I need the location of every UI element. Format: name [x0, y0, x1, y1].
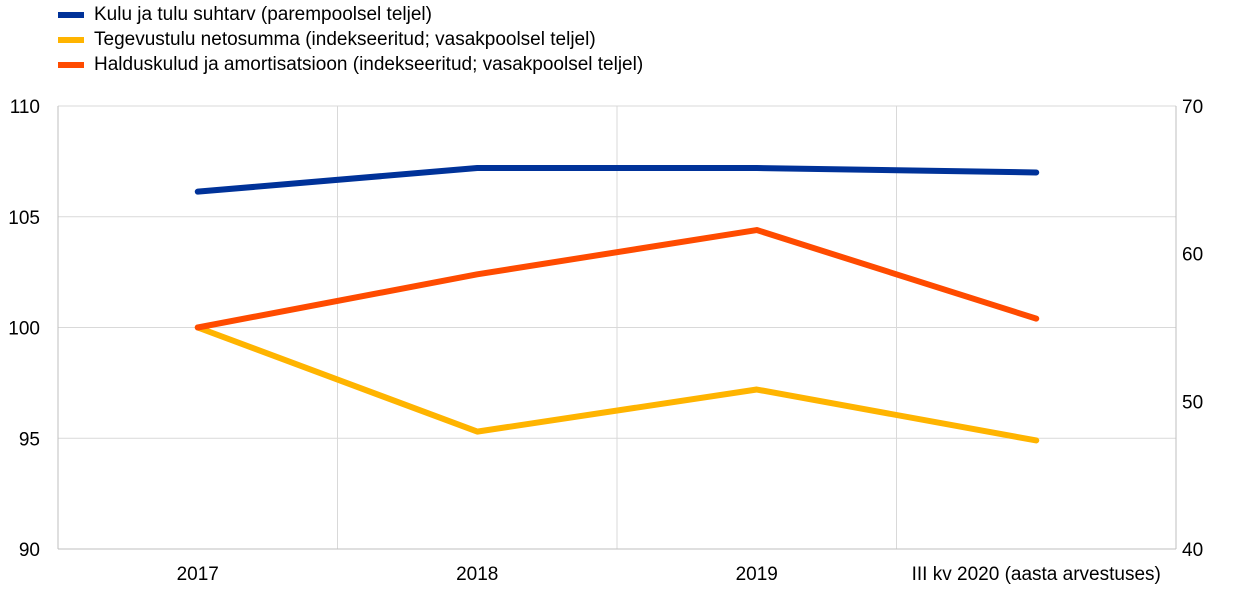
series-line-2 — [194, 227, 1040, 331]
series-line-0 — [194, 165, 1040, 195]
legend-label-admin-costs: Halduskulud ja amortisatsioon (indekseer… — [94, 53, 644, 75]
legend-label-cost-income-ratio: Kulu ja tulu suhtarv (parempoolsel telje… — [94, 3, 432, 25]
y-right-tick-label: 50 — [1182, 392, 1203, 413]
legend-swatch-admin-costs — [58, 61, 84, 68]
legend-swatch-cost-income-ratio — [58, 11, 84, 18]
chart-tick-labels: 90 95 100 105 110 40 50 60 70 2017 2018 2019 III kv … — [8, 97, 1203, 585]
y-left-tick-label: 105 — [8, 208, 40, 229]
legend-item-net-operating-income: Tegevustulu netosumma (indekseeritud; va… — [58, 27, 643, 52]
chart-axes — [57, 106, 1177, 550]
legend-item-admin-costs: Halduskulud ja amortisatsioon (indekseer… — [58, 52, 643, 77]
x-tick-label: III kv 2020 (aasta arvestuses) — [912, 564, 1161, 585]
y-left-tick-label: 110 — [10, 97, 40, 118]
chart-series — [194, 165, 1040, 444]
chart-legend: Kulu ja tulu suhtarv (parempoolsel telje… — [58, 2, 643, 77]
legend-swatch-net-operating-income — [58, 36, 84, 43]
series-line-1 — [194, 324, 1040, 444]
y-left-tick-label: 95 — [19, 429, 40, 450]
y-right-tick-label: 70 — [1182, 97, 1203, 118]
x-tick-label: 2017 — [177, 564, 219, 585]
y-right-tick-label: 40 — [1182, 540, 1203, 561]
legend-label-net-operating-income: Tegevustulu netosumma (indekseeritud; va… — [94, 28, 596, 50]
y-left-tick-label: 90 — [19, 540, 40, 561]
legend-item-cost-income-ratio: Kulu ja tulu suhtarv (parempoolsel telje… — [58, 2, 643, 27]
x-tick-label: 2018 — [456, 564, 498, 585]
x-tick-label: 2019 — [736, 564, 778, 585]
y-right-tick-label: 60 — [1182, 245, 1203, 266]
y-left-tick-label: 100 — [8, 319, 40, 340]
